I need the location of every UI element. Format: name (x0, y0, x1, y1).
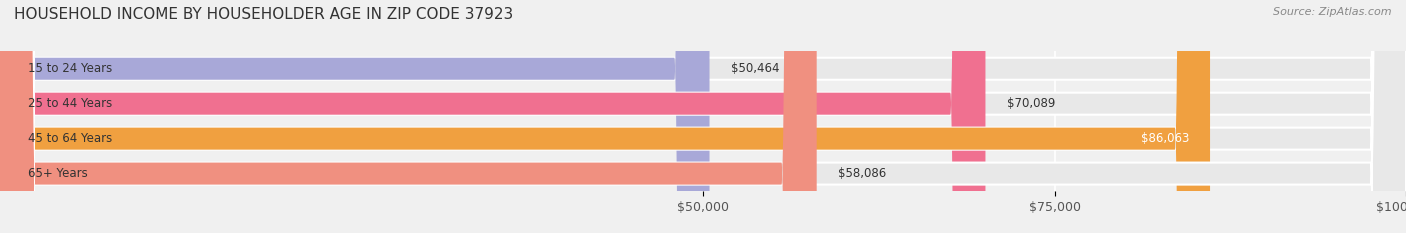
Text: 65+ Years: 65+ Years (28, 167, 87, 180)
FancyBboxPatch shape (0, 0, 986, 233)
Text: $70,089: $70,089 (1007, 97, 1054, 110)
FancyBboxPatch shape (0, 0, 710, 233)
FancyBboxPatch shape (0, 0, 817, 233)
Text: 45 to 64 Years: 45 to 64 Years (28, 132, 112, 145)
Text: 15 to 24 Years: 15 to 24 Years (28, 62, 112, 75)
Text: 25 to 44 Years: 25 to 44 Years (28, 97, 112, 110)
Text: $86,063: $86,063 (1140, 132, 1189, 145)
Text: HOUSEHOLD INCOME BY HOUSEHOLDER AGE IN ZIP CODE 37923: HOUSEHOLD INCOME BY HOUSEHOLDER AGE IN Z… (14, 7, 513, 22)
FancyBboxPatch shape (0, 0, 1211, 233)
Text: $58,086: $58,086 (838, 167, 886, 180)
Text: Source: ZipAtlas.com: Source: ZipAtlas.com (1274, 7, 1392, 17)
Text: $50,464: $50,464 (731, 62, 779, 75)
